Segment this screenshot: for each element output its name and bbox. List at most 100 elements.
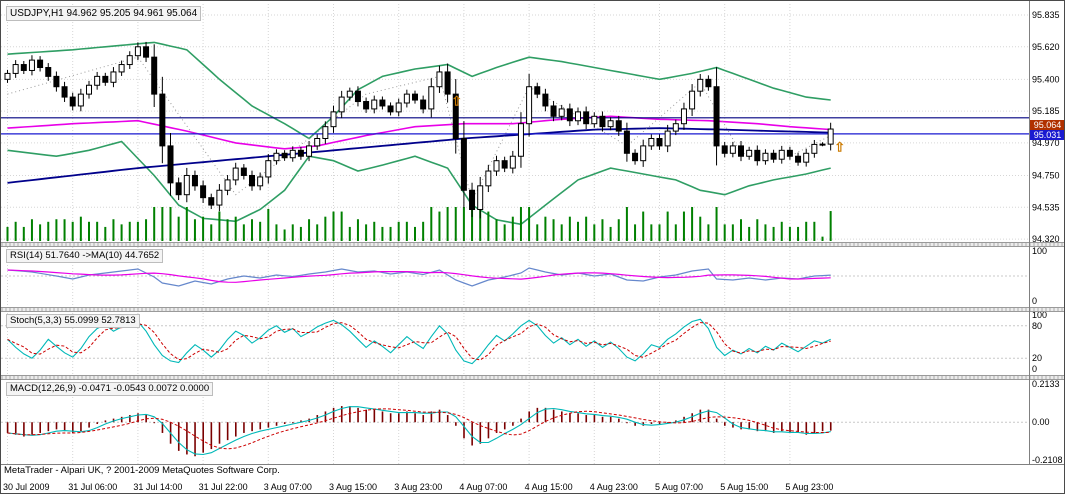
candle (607, 120, 614, 128)
volume-bar (161, 207, 164, 241)
candle (314, 137, 321, 147)
macd-histogram-bar (414, 413, 416, 423)
candle (20, 64, 27, 71)
ma-slow-blue-line (7, 127, 831, 184)
price-tick-label: 94.535 (1032, 202, 1060, 212)
volume-bar (397, 221, 400, 241)
macd-histogram-bar (104, 420, 107, 423)
macd-histogram-bar (14, 422, 17, 435)
candle (428, 86, 435, 110)
stoch-panel[interactable] (1, 312, 1029, 375)
volume-bar (30, 219, 33, 241)
macd-histogram-bar (80, 422, 82, 432)
macd-histogram-bar (430, 411, 433, 423)
volume-bar (136, 221, 139, 241)
time-axis-label: 31 Jul 22:00 (199, 482, 248, 492)
macd-histogram-bar (210, 422, 213, 450)
candle (249, 174, 255, 187)
volume-bar (454, 207, 457, 241)
macd-histogram-bar (609, 416, 612, 423)
macd-histogram-bar (829, 422, 832, 431)
volume-bar (552, 219, 555, 241)
bottom-divider (1, 464, 1064, 465)
candle (591, 115, 598, 125)
macd-histogram-bar (161, 422, 164, 433)
macd-histogram-bar (479, 422, 482, 444)
volume-bar (348, 226, 351, 241)
candle (721, 145, 728, 154)
volume-bar (723, 224, 726, 241)
candle (444, 71, 451, 95)
volume-bar (39, 224, 42, 241)
panel-splitter[interactable] (1, 242, 1064, 247)
candle (281, 152, 288, 159)
candle (86, 84, 92, 95)
stoch-signal-line (7, 322, 831, 361)
macd-histogram-bar (267, 422, 270, 428)
macd-histogram-bar (707, 409, 710, 423)
candle (509, 155, 516, 169)
macd-histogram-bar (618, 418, 620, 423)
candle (216, 189, 223, 206)
volume-bar (169, 207, 172, 241)
volume-bar (731, 224, 734, 241)
time-axis-label: 4 Aug 15:00 (525, 482, 573, 492)
volume-bar (267, 209, 270, 241)
main-chart-panel[interactable] (1, 1, 1029, 242)
up-arrow-icon[interactable]: ⇧ (834, 139, 845, 154)
macd-histogram-bar (218, 422, 221, 444)
volume-bar (699, 216, 702, 241)
candle (819, 143, 826, 146)
macd-indicator-label: MACD(12,26,9) -0.0471 -0.0543 0.0072 0.0… (6, 382, 214, 396)
macd-histogram-bar (88, 422, 90, 428)
volume-bar (226, 219, 229, 241)
candle (648, 137, 655, 147)
volume-bar (780, 221, 783, 241)
candle (118, 64, 125, 73)
up-arrow-icon[interactable]: ⇧ (451, 94, 462, 109)
price-scale[interactable] (1029, 1, 1064, 464)
candle (265, 160, 272, 178)
macd-histogram-bar (561, 411, 563, 423)
candle (191, 174, 198, 187)
macd-histogram-bar (463, 422, 465, 439)
volume-bar (601, 219, 604, 241)
macd-histogram-bar (520, 418, 522, 423)
candle (599, 115, 606, 128)
macd-histogram-bar (495, 422, 498, 433)
candle (713, 86, 720, 147)
macd-histogram-bar (544, 407, 547, 423)
candle (289, 149, 296, 159)
stoch-scale-label: 80 (1032, 321, 1042, 331)
macd-histogram-bar (675, 420, 677, 423)
candle (477, 185, 484, 210)
macd-histogram-bar (650, 422, 653, 424)
candle (77, 93, 84, 107)
macd-histogram-bar (666, 422, 669, 424)
volume-bar (764, 224, 767, 241)
candle (69, 96, 76, 107)
macd-histogram-bar (487, 422, 490, 439)
candle (387, 105, 394, 113)
macd-histogram-bar (528, 411, 530, 423)
macd-histogram-bar (332, 407, 335, 423)
candle (493, 160, 500, 172)
macd-histogram-bar (129, 415, 131, 423)
candle (762, 152, 769, 162)
bollinger-lower-line (7, 140, 831, 226)
volume-bar (356, 219, 359, 241)
time-axis-label: 5 Aug 07:00 (655, 482, 703, 492)
macd-histogram-bar (120, 416, 123, 423)
candle (729, 145, 736, 154)
candle (436, 71, 443, 88)
panel-splitter[interactable] (1, 375, 1064, 380)
volume-bar (568, 216, 571, 241)
volume-bar (577, 221, 579, 241)
volume-bar (560, 224, 563, 241)
price-tick-label: 95.400 (1032, 74, 1060, 84)
volume-bar (405, 221, 408, 241)
candle (102, 75, 109, 83)
candle (615, 120, 622, 132)
panel-splitter[interactable] (1, 307, 1064, 312)
macd-histogram-bar (585, 415, 588, 423)
